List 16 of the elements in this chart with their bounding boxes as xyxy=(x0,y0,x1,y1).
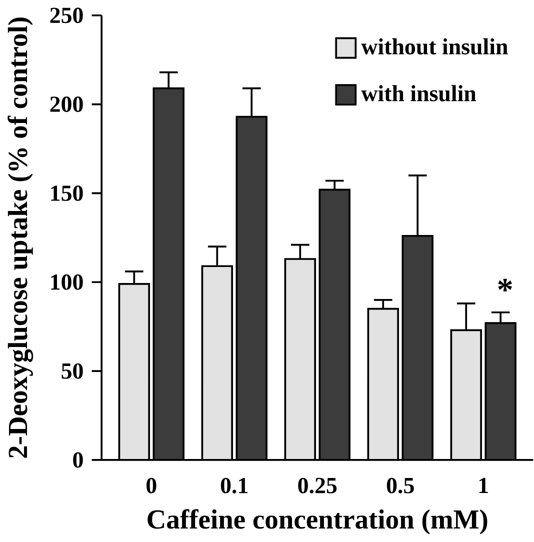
legend-label: without insulin xyxy=(361,38,508,55)
y-tick-label: 150 xyxy=(51,185,83,201)
y-tick-label: 250 xyxy=(50,8,83,24)
x-tick-label: 0.1 xyxy=(220,478,248,494)
legend-label: with insulin xyxy=(361,85,476,102)
y-axis-title: 2-Deoxyglucose uptake (% of control) xyxy=(8,18,34,458)
x-tick-label: 0.5 xyxy=(386,478,414,494)
y-tick-label: 100 xyxy=(51,274,83,290)
y-tick-label: 50 xyxy=(62,363,83,379)
x-tick-label: 1 xyxy=(479,478,488,493)
annotation: * xyxy=(498,278,512,292)
y-tick-label: 0 xyxy=(73,452,83,468)
x-tick-label: 0.25 xyxy=(298,478,337,494)
y-tick-label: 200 xyxy=(50,96,83,112)
x-tick-label: 0 xyxy=(146,478,156,494)
x-axis-title: Caffeine concentration (mM) xyxy=(148,509,488,534)
